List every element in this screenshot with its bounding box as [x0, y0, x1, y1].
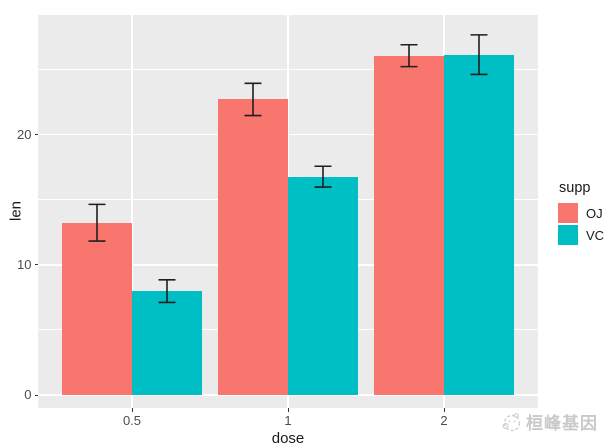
- legend-title: supp: [559, 180, 591, 196]
- bar-vc-2: [444, 54, 514, 395]
- y-tick-10: [34, 264, 38, 266]
- bar-vc-1: [288, 176, 358, 395]
- legend-swatch-oj: [558, 203, 578, 223]
- legend-items: OJ VC: [558, 203, 604, 245]
- y-tick-label-10: 10: [17, 256, 32, 272]
- bar-vc-0.5: [132, 291, 202, 395]
- legend: supp OJ VC: [558, 180, 604, 247]
- legend-item-vc: VC: [558, 225, 604, 245]
- bar-oj-1: [218, 99, 288, 395]
- legend-swatch-vc: [558, 225, 578, 245]
- plot-panel: [38, 15, 538, 408]
- y-tick-20: [34, 134, 38, 136]
- x-axis-title: dose: [271, 430, 305, 447]
- bar-oj-0.5: [62, 222, 132, 395]
- y-tick-0: [34, 394, 38, 396]
- y-tick-label-20: 20: [17, 126, 32, 142]
- legend-label-oj: OJ: [586, 205, 603, 221]
- x-tick-2: [443, 408, 445, 412]
- watermark-text: 桓峰基因: [526, 414, 598, 433]
- bar-oj-2: [374, 55, 444, 395]
- legend-item-oj: OJ: [558, 203, 604, 223]
- x-tick-label-2: 2: [440, 413, 448, 428]
- y-axis-title: len: [7, 200, 25, 222]
- y-tick-label-0: 0: [24, 387, 32, 402]
- watermark: 桓峰基因: [500, 409, 598, 434]
- gridline-major-x-0.5: [131, 15, 133, 408]
- x-tick-label-1: 1: [284, 413, 292, 428]
- panda-logo-icon: [502, 412, 521, 431]
- x-tick-0.5: [131, 408, 133, 412]
- x-tick-1: [287, 408, 289, 412]
- legend-label-vc: VC: [586, 227, 605, 243]
- x-tick-label-0.5: 0.5: [122, 413, 142, 428]
